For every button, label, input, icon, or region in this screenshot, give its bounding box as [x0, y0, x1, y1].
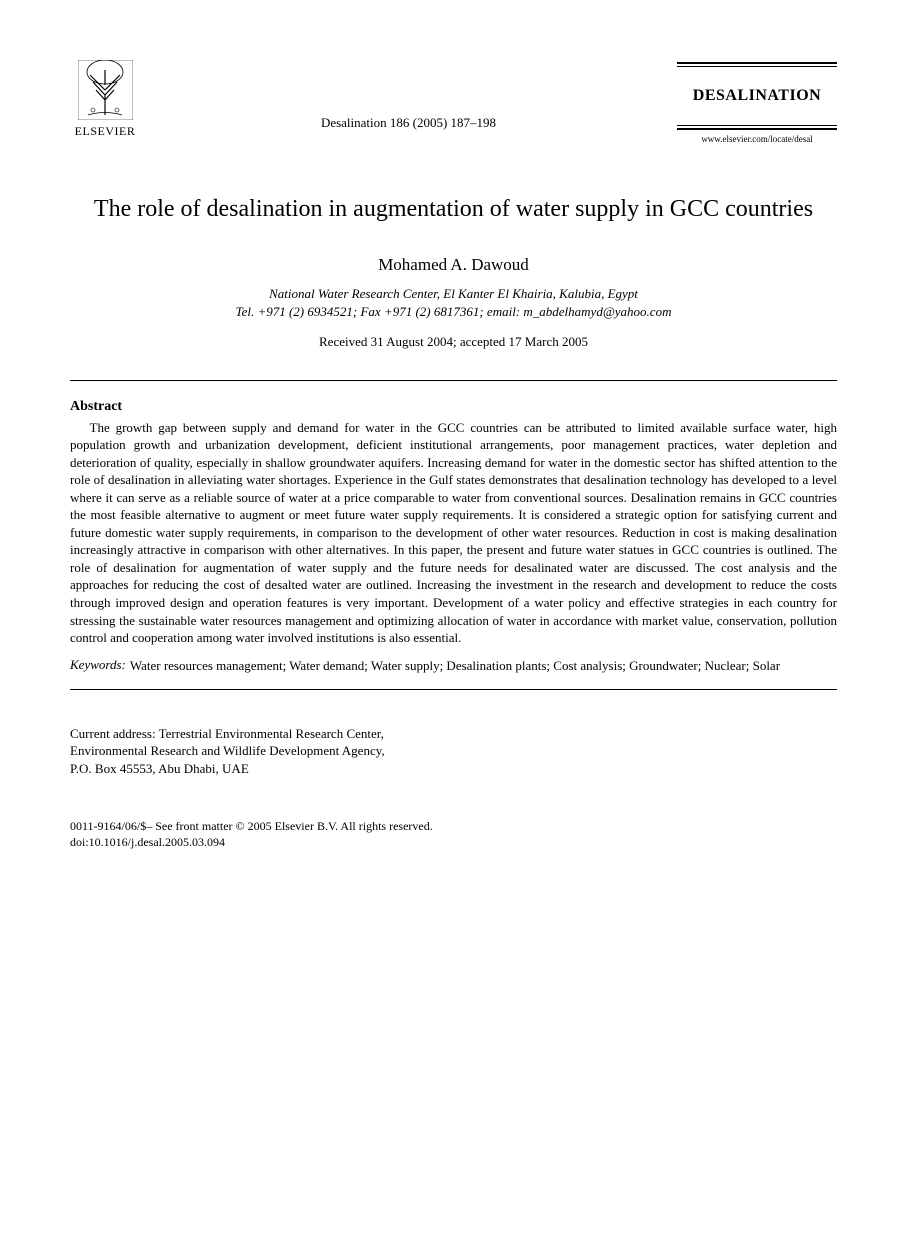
- affiliation-line-2: Tel. +971 (2) 6934521; Fax +971 (2) 6817…: [236, 304, 672, 319]
- journal-url: www.elsevier.com/locate/desal: [677, 134, 837, 144]
- elsevier-tree-icon: [78, 60, 133, 120]
- journal-rule-top-2: [677, 66, 837, 67]
- keywords-label: Keywords:: [70, 657, 126, 675]
- journal-block: DESALINATION www.elsevier.com/locate/des…: [677, 60, 837, 144]
- publisher-name: ELSEVIER: [75, 124, 136, 139]
- page-header: ELSEVIER Desalination 186 (2005) 187–198…: [70, 60, 837, 144]
- abstract-text: The growth gap between supply and demand…: [70, 419, 837, 647]
- affiliation-line-1: National Water Research Center, El Kante…: [269, 286, 638, 301]
- article-dates: Received 31 August 2004; accepted 17 Mar…: [70, 334, 837, 350]
- author-affiliation: National Water Research Center, El Kante…: [70, 285, 837, 321]
- current-address: Current address: Terrestrial Environment…: [70, 725, 390, 778]
- current-address-label: Current address:: [70, 726, 156, 741]
- keywords-text: Water resources management; Water demand…: [130, 657, 837, 675]
- citation-text: Desalination 186 (2005) 187–198: [140, 60, 677, 131]
- rule-after-keywords: [70, 689, 837, 690]
- publisher-logo-block: ELSEVIER: [70, 60, 140, 139]
- article-title: The role of desalination in augmentation…: [90, 194, 817, 225]
- journal-rule-bottom-1: [677, 125, 837, 126]
- abstract-heading: Abstract: [70, 399, 837, 415]
- journal-rule-top-1: [677, 62, 837, 64]
- page-footer: 0011-9164/06/$– See front matter © 2005 …: [70, 818, 837, 852]
- author-name: Mohamed A. Dawoud: [70, 255, 837, 275]
- journal-rule-bottom-2: [677, 128, 837, 130]
- rule-before-abstract: [70, 380, 837, 381]
- footer-issn-copyright: 0011-9164/06/$– See front matter © 2005 …: [70, 818, 837, 835]
- footer-doi: doi:10.1016/j.desal.2005.03.094: [70, 834, 837, 851]
- keywords-row: Keywords: Water resources management; Wa…: [70, 657, 837, 675]
- journal-name: DESALINATION: [677, 69, 837, 123]
